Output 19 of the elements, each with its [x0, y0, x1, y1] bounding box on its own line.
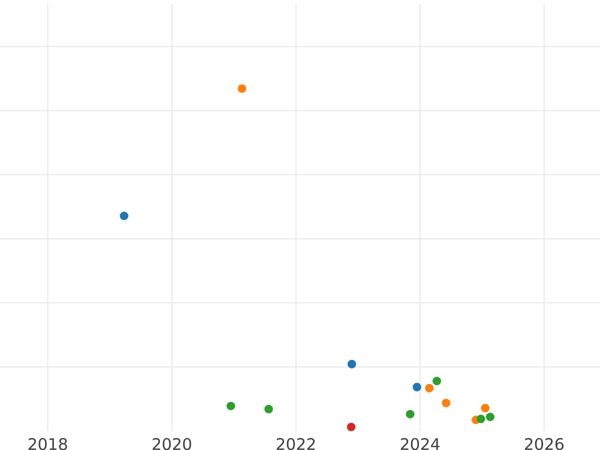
point	[480, 404, 490, 412]
point	[264, 404, 273, 414]
point	[432, 376, 442, 386]
point	[442, 398, 450, 408]
point	[120, 212, 128, 220]
point	[412, 382, 422, 392]
point	[226, 402, 236, 410]
point	[425, 384, 434, 392]
point	[486, 412, 494, 422]
x-tick-label: 2026	[524, 438, 564, 450]
point	[406, 410, 414, 418]
x-tick-label: 2022	[276, 438, 315, 450]
x-tick-label: 2024	[400, 438, 440, 450]
x-tick-label: 2018	[28, 438, 68, 450]
point	[476, 414, 486, 424]
x-tick-label: 2020	[152, 438, 192, 450]
point	[238, 84, 246, 93]
point	[346, 422, 356, 432]
point	[348, 360, 356, 368]
